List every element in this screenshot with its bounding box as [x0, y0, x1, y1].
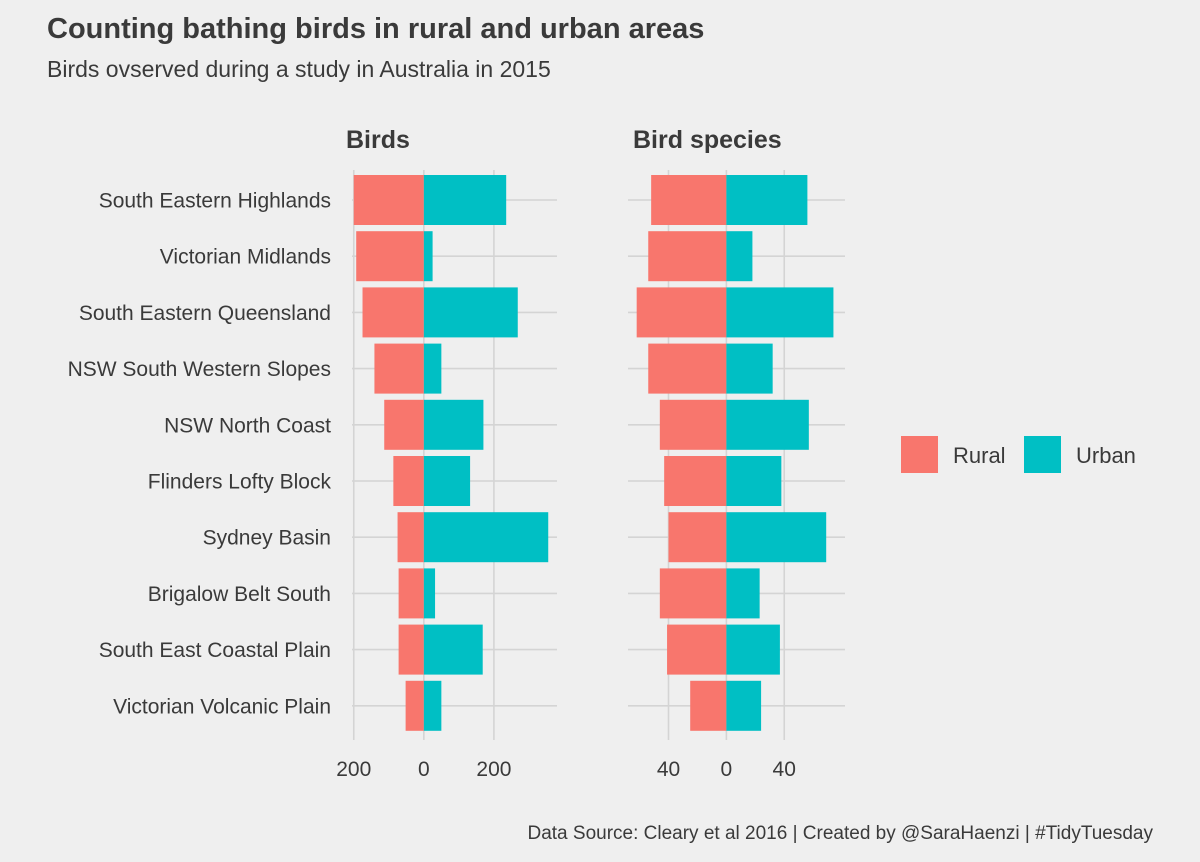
- category-label-nsw-north-coast: NSW North Coast: [164, 414, 331, 437]
- bar-urban-bird-species-victorian-volcanic-plain: [726, 680, 762, 731]
- x-tick-label-birds: 200: [476, 758, 511, 781]
- bar-urban-birds-south-eastern-highlands: [423, 175, 507, 225]
- category-label-victorian-volcanic-plain: Victorian Volcanic Plain: [113, 695, 331, 718]
- bar-urban-bird-species-south-east-coastal-plain: [726, 624, 780, 675]
- bar-urban-birds-victorian-volcanic-plain: [423, 680, 442, 731]
- bar-urban-bird-species-flinders-lofty-block: [726, 456, 782, 506]
- bar-rural-birds-nsw-north-coast: [384, 399, 424, 450]
- bar-urban-birds-south-eastern-queensland: [423, 287, 518, 338]
- legend-swatch-urban: [1024, 436, 1061, 473]
- bar-rural-birds-sydney-basin: [397, 512, 424, 563]
- bar-rural-bird-species-victorian-midlands: [648, 231, 727, 282]
- legend: Rural Urban: [901, 436, 1136, 473]
- bar-urban-bird-species-nsw-south-western-slopes: [726, 343, 773, 394]
- bar-rural-birds-victorian-volcanic-plain: [405, 680, 424, 731]
- bar-urban-bird-species-sydney-basin: [726, 512, 827, 563]
- x-tick-label-birds: 200: [336, 758, 371, 781]
- bar-rural-bird-species-nsw-north-coast: [659, 399, 727, 450]
- category-label-flinders-lofty-block: Flinders Lofty Block: [148, 471, 332, 494]
- bar-urban-birds-south-east-coastal-plain: [423, 624, 483, 675]
- panel-birds: 200 0 200: [336, 170, 557, 781]
- bar-urban-birds-nsw-north-coast: [423, 399, 484, 450]
- bar-urban-birds-flinders-lofty-block: [423, 456, 471, 506]
- panel-bird-species: 40 0 40: [628, 170, 845, 781]
- chart-subtitle: Birds ovserved during a study in Austral…: [47, 56, 551, 82]
- bar-rural-bird-species-sydney-basin: [668, 512, 727, 563]
- panel-title-bird-species: Bird species: [633, 126, 782, 154]
- category-label-south-eastern-queensland: South Eastern Queensland: [79, 302, 331, 325]
- bar-urban-bird-species-south-eastern-queensland: [726, 287, 834, 338]
- legend-swatch-rural: [901, 436, 938, 473]
- category-label-south-east-coastal-plain: South East Coastal Plain: [99, 639, 331, 662]
- bar-rural-birds-south-eastern-highlands: [353, 175, 424, 225]
- bar-rural-bird-species-victorian-volcanic-plain: [690, 680, 727, 731]
- bar-urban-birds-victorian-midlands: [423, 231, 433, 282]
- bar-urban-birds-nsw-south-western-slopes: [423, 343, 442, 394]
- bar-rural-bird-species-brigalow-belt-south: [659, 568, 727, 619]
- bar-urban-bird-species-victorian-midlands: [726, 231, 753, 282]
- bar-rural-birds-nsw-south-western-slopes: [374, 343, 424, 394]
- category-label-victorian-midlands: Victorian Midlands: [160, 246, 331, 269]
- bar-rural-birds-flinders-lofty-block: [393, 456, 424, 506]
- category-labels: South Eastern Highlands Victorian Midland…: [68, 190, 332, 719]
- x-tick-label-birds: 0: [418, 758, 430, 781]
- bar-rural-birds-south-east-coastal-plain: [398, 624, 424, 675]
- category-label-south-eastern-highlands: South Eastern Highlands: [99, 190, 331, 213]
- x-tick-label-bird-species: 0: [721, 758, 733, 781]
- panel-title-birds: Birds: [346, 126, 410, 154]
- bar-rural-bird-species-nsw-south-western-slopes: [648, 343, 727, 394]
- category-label-sydney-basin: Sydney Basin: [203, 527, 331, 550]
- bar-rural-bird-species-south-eastern-highlands: [651, 175, 727, 225]
- bar-urban-bird-species-nsw-north-coast: [726, 399, 809, 450]
- legend-label-rural: Rural: [953, 443, 1006, 468]
- bar-rural-birds-victorian-midlands: [356, 231, 424, 282]
- bar-urban-bird-species-brigalow-belt-south: [726, 568, 760, 619]
- x-tick-label-bird-species: 40: [773, 758, 796, 781]
- category-label-brigalow-belt-south: Brigalow Belt South: [148, 583, 331, 606]
- chart-caption: Data Source: Cleary et al 2016 | Created…: [527, 823, 1153, 844]
- category-label-nsw-south-western-slopes: NSW South Western Slopes: [68, 358, 331, 381]
- bar-rural-bird-species-south-east-coastal-plain: [667, 624, 727, 675]
- legend-label-urban: Urban: [1076, 443, 1136, 468]
- bar-urban-birds-brigalow-belt-south: [423, 568, 436, 619]
- bar-rural-birds-south-eastern-queensland: [362, 287, 424, 338]
- bar-rural-bird-species-flinders-lofty-block: [664, 456, 727, 506]
- chart-title: Counting bathing birds in rural and urba…: [47, 13, 704, 45]
- bar-urban-bird-species-south-eastern-highlands: [726, 175, 808, 225]
- bar-urban-birds-sydney-basin: [423, 512, 549, 563]
- bar-rural-birds-brigalow-belt-south: [398, 568, 424, 619]
- x-tick-label-bird-species: 40: [657, 758, 680, 781]
- bar-rural-bird-species-south-eastern-queensland: [636, 287, 727, 338]
